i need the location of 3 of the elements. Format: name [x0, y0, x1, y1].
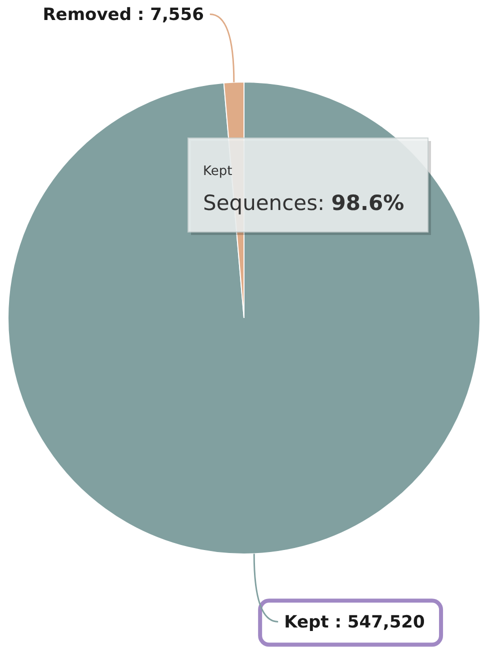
- data-label: Removed : 7,556: [42, 5, 204, 26]
- data-label: Kept : 547,520: [284, 612, 426, 633]
- tooltip: Kept Sequences: 98.6%: [188, 138, 431, 235]
